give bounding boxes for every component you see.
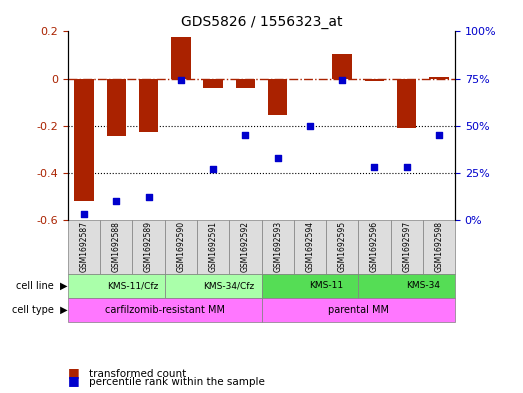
Text: KMS-34/Cfz: KMS-34/Cfz — [203, 281, 255, 290]
Bar — [171, 37, 190, 79]
Text: GSM1692591: GSM1692591 — [209, 221, 218, 272]
Text: cell line  ▶: cell line ▶ — [17, 281, 68, 291]
Point — [370, 164, 379, 170]
Point — [144, 194, 153, 200]
Bar — [397, 79, 416, 128]
FancyBboxPatch shape — [423, 220, 455, 274]
FancyBboxPatch shape — [68, 220, 100, 274]
FancyBboxPatch shape — [326, 220, 358, 274]
Point — [305, 123, 314, 129]
Text: cell type  ▶: cell type ▶ — [13, 305, 68, 315]
Text: parental MM: parental MM — [328, 305, 389, 315]
Bar — [333, 54, 352, 79]
Text: percentile rank within the sample: percentile rank within the sample — [89, 377, 265, 387]
Point — [338, 77, 346, 84]
Text: carfilzomib-resistant MM: carfilzomib-resistant MM — [105, 305, 225, 315]
Text: GSM1692595: GSM1692595 — [338, 221, 347, 272]
Text: transformed count: transformed count — [89, 369, 186, 379]
Point — [241, 132, 249, 138]
FancyBboxPatch shape — [68, 274, 165, 298]
Text: ■: ■ — [68, 366, 79, 379]
Point — [435, 132, 443, 138]
Text: GSM1692598: GSM1692598 — [435, 221, 444, 272]
Bar — [74, 79, 94, 201]
Bar — [236, 79, 255, 88]
Bar — [268, 79, 287, 115]
Point — [112, 198, 120, 204]
Bar — [365, 79, 384, 81]
FancyBboxPatch shape — [165, 220, 197, 274]
Bar — [139, 79, 158, 132]
Text: GSM1692592: GSM1692592 — [241, 221, 250, 272]
Point — [403, 164, 411, 170]
Bar — [429, 77, 449, 79]
FancyBboxPatch shape — [68, 298, 262, 322]
Text: GSM1692593: GSM1692593 — [273, 221, 282, 272]
FancyBboxPatch shape — [358, 220, 391, 274]
FancyBboxPatch shape — [391, 220, 423, 274]
Title: GDS5826 / 1556323_at: GDS5826 / 1556323_at — [181, 15, 342, 29]
Point — [209, 166, 218, 172]
FancyBboxPatch shape — [262, 274, 358, 298]
FancyBboxPatch shape — [100, 220, 132, 274]
FancyBboxPatch shape — [165, 274, 262, 298]
Text: GSM1692588: GSM1692588 — [112, 221, 121, 272]
FancyBboxPatch shape — [262, 298, 455, 322]
Point — [80, 211, 88, 217]
Text: GSM1692589: GSM1692589 — [144, 221, 153, 272]
FancyBboxPatch shape — [197, 220, 229, 274]
Point — [274, 154, 282, 161]
FancyBboxPatch shape — [358, 274, 455, 298]
Text: GSM1692594: GSM1692594 — [305, 221, 314, 272]
Point — [177, 77, 185, 84]
FancyBboxPatch shape — [132, 220, 165, 274]
Text: GSM1692590: GSM1692590 — [176, 221, 185, 272]
Text: KMS-11: KMS-11 — [309, 281, 343, 290]
Text: GSM1692587: GSM1692587 — [79, 221, 88, 272]
Text: KMS-11/Cfz: KMS-11/Cfz — [107, 281, 158, 290]
Text: KMS-34: KMS-34 — [406, 281, 440, 290]
Bar — [107, 79, 126, 136]
Text: GSM1692596: GSM1692596 — [370, 221, 379, 272]
Bar — [203, 79, 223, 88]
FancyBboxPatch shape — [294, 220, 326, 274]
Text: ■: ■ — [68, 374, 79, 387]
Text: GSM1692597: GSM1692597 — [402, 221, 411, 272]
FancyBboxPatch shape — [229, 220, 262, 274]
FancyBboxPatch shape — [262, 220, 294, 274]
